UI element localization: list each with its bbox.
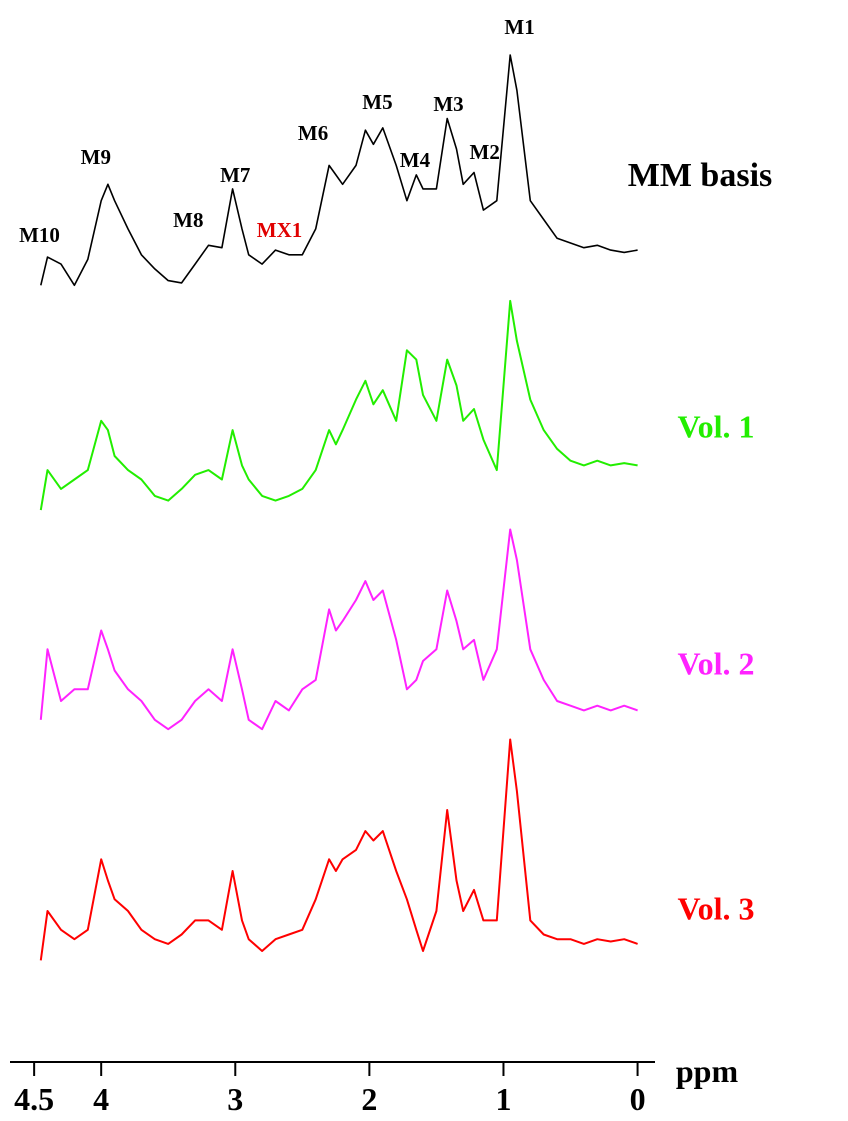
peak-label: M8 bbox=[173, 208, 203, 232]
peak-label: M7 bbox=[220, 163, 250, 187]
x-tick-label: 0 bbox=[630, 1081, 646, 1116]
peak-label: M6 bbox=[298, 121, 328, 145]
x-tick-label: 2 bbox=[361, 1081, 377, 1116]
x-tick-label: 1 bbox=[495, 1081, 511, 1116]
peak-label: M3 bbox=[433, 92, 463, 116]
x-tick-label: 4 bbox=[93, 1081, 109, 1116]
peak-label: M5 bbox=[362, 90, 392, 114]
peak-label: M4 bbox=[400, 148, 431, 172]
series-label: Vol. 3 bbox=[677, 890, 754, 926]
series-label: Vol. 2 bbox=[677, 645, 754, 681]
peak-label: M1 bbox=[504, 15, 534, 39]
spectrum-line bbox=[40, 54, 638, 287]
spectrum-line bbox=[39, 528, 638, 731]
peak-label: M2 bbox=[470, 140, 500, 164]
spectrum-line bbox=[39, 738, 638, 961]
spectrum-line bbox=[39, 299, 638, 511]
series-label: MM basis bbox=[628, 157, 773, 194]
peak-label: M9 bbox=[81, 145, 111, 169]
x-axis-label: ppm bbox=[676, 1053, 739, 1089]
peak-label: MX1 bbox=[257, 218, 303, 242]
x-tick-label: 4.5 bbox=[14, 1081, 54, 1116]
series-label: Vol. 1 bbox=[677, 408, 754, 444]
x-tick-label: 3 bbox=[227, 1081, 243, 1116]
peak-label: M10 bbox=[19, 223, 60, 247]
